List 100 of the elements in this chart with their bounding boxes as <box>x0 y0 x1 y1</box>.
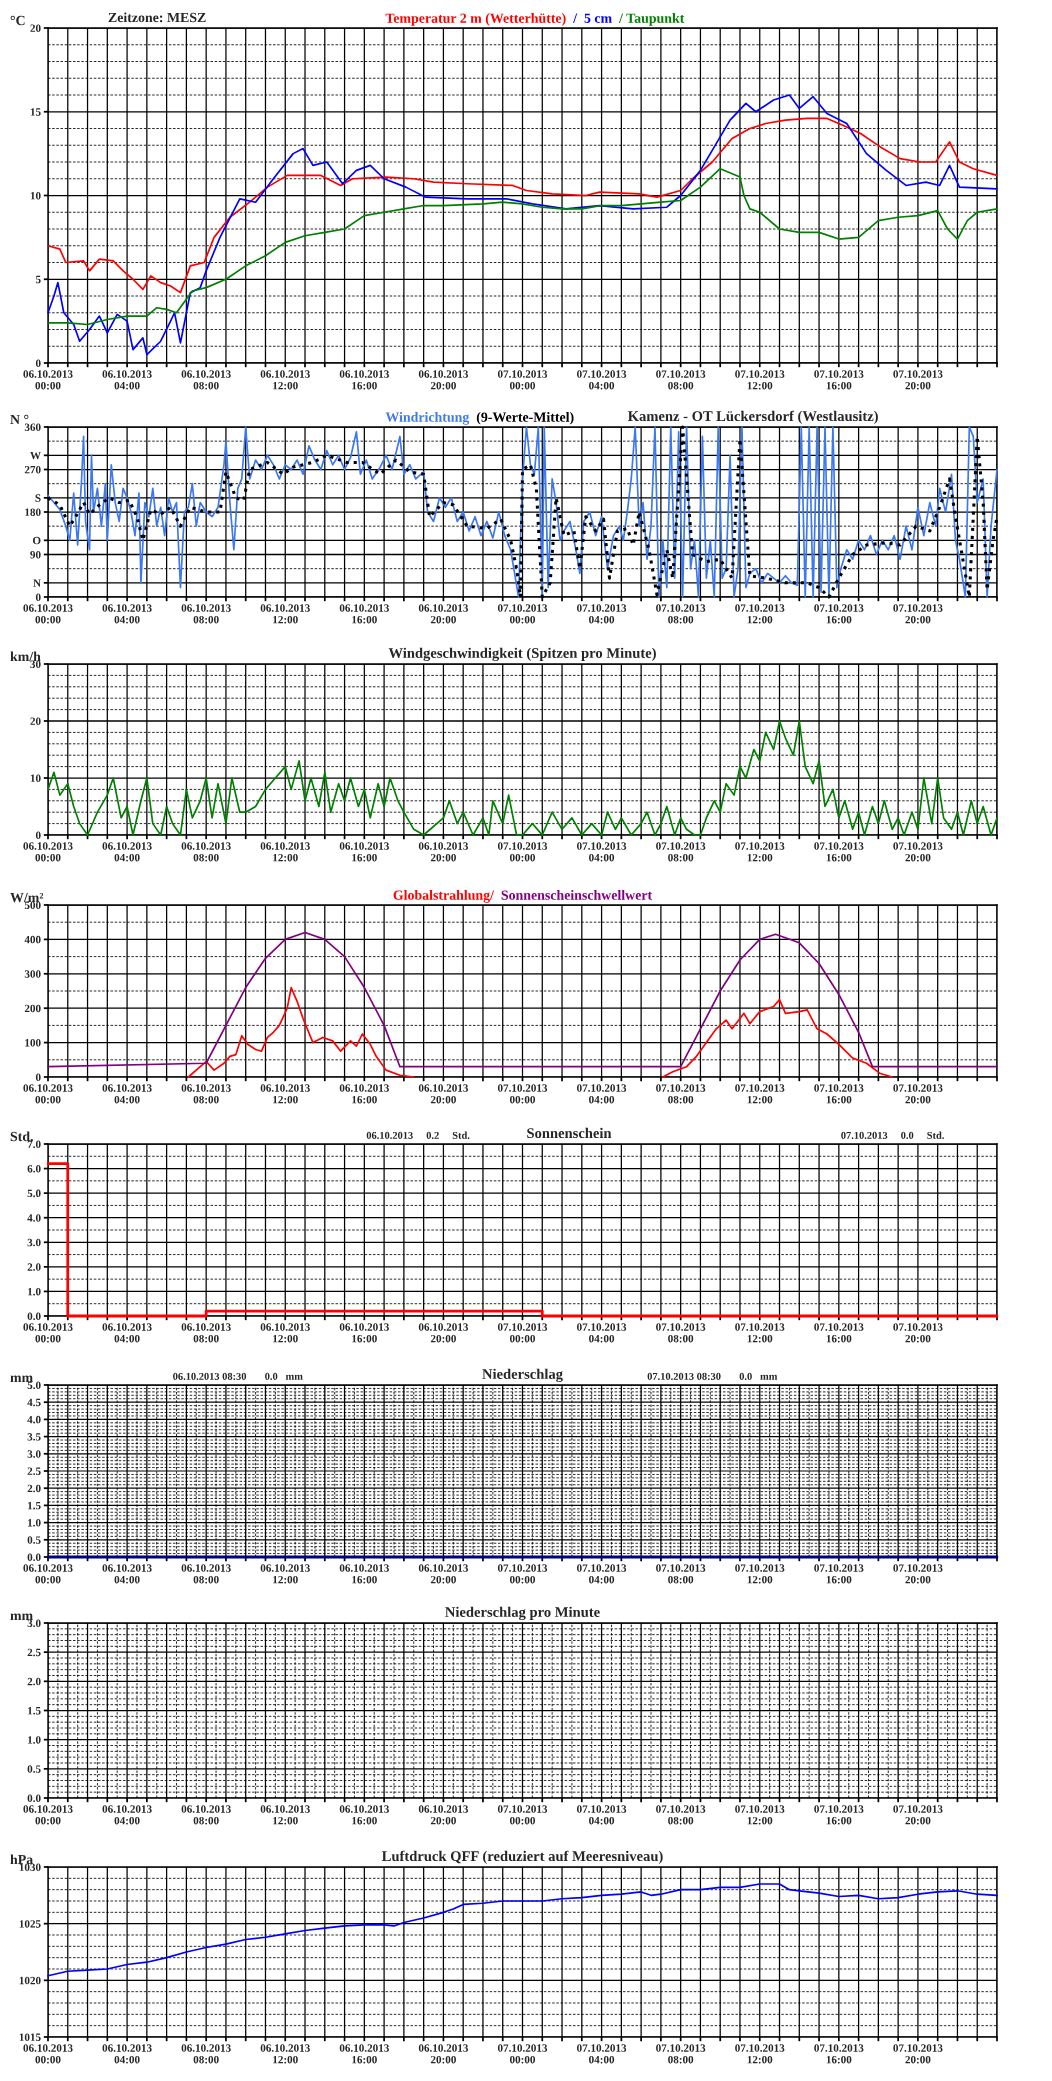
x-tick-label: 07.10.2013 08:00 <box>656 842 706 862</box>
x-tick-label: 07.10.2013 00:00 <box>497 1564 548 1584</box>
y-tick-label: 1030 <box>19 1863 41 1871</box>
x-tick-label: 06.10.2013 04:00 <box>102 1323 152 1343</box>
text: 07.10.2013 08:30 0.0 mm <box>647 1372 778 1380</box>
y-tick-label: 300 <box>24 970 41 978</box>
x-tick-label: 07.10.2013 20:00 <box>893 1564 943 1584</box>
x-tick-label: 06.10.2013 04:00 <box>102 370 152 390</box>
x-tick-label: 07.10.2013 12:00 <box>735 842 785 862</box>
y-axis-title: W/m² <box>10 892 44 903</box>
x-tick-label: 06.10.2013 16:00 <box>339 1805 389 1825</box>
x-tick-label: 07.10.2013 20:00 <box>893 604 943 624</box>
y-tick-label: 1025 <box>19 1920 41 1928</box>
x-tick-label: 06.10.2013 12:00 <box>260 842 310 862</box>
x-tick-label: 07.10.2013 16:00 <box>814 842 864 862</box>
y-tick-label: 3.5 <box>27 1433 41 1441</box>
x-tick-label: 06.10.2013 08:00 <box>181 1084 231 1104</box>
x-tick-label: 06.10.2013 00:00 <box>23 1084 73 1104</box>
x-tick-label: 07.10.2013 08:00 <box>656 370 706 390</box>
y-tick-label: 1015 <box>19 2033 41 2041</box>
text: / Taupunkt <box>618 13 685 26</box>
x-tick-label: 07.10.2013 12:00 <box>735 604 785 624</box>
x-tick-label: 06.10.2013 12:00 <box>260 1564 310 1584</box>
y-tick-label: 15 <box>30 108 41 116</box>
chart-title: Niederschlag pro Minute <box>445 1606 600 1620</box>
text: 06.10.2013 08:30 0.0 mm <box>173 1372 303 1380</box>
y-tick-label: 20 <box>30 24 41 32</box>
x-tick-label: 06.10.2013 00:00 <box>23 2044 73 2064</box>
x-tick-label: 06.10.2013 20:00 <box>418 2044 469 2064</box>
y-tick-label: 1020 <box>19 1976 41 1985</box>
chart-title: Windgeschwindigkeit (Spitzen pro Minute) <box>388 647 656 661</box>
y-tick-label: 270 <box>24 465 41 474</box>
x-tick-label: 07.10.2013 00:00 <box>497 842 548 862</box>
x-tick-label: 06.10.2013 00:00 <box>23 1805 73 1825</box>
y-tick-label: 2.5 <box>27 1467 41 1476</box>
y-tick-label: 10 <box>30 191 41 200</box>
x-tick-label: 07.10.2013 20:00 <box>893 370 943 390</box>
y-tick-label: 5.0 <box>27 1381 41 1390</box>
y-tick-label: W <box>30 451 41 460</box>
x-tick-label: 07.10.2013 16:00 <box>814 1564 864 1584</box>
y-tick-label: 4.0 <box>27 1214 41 1222</box>
text: 06.10.2013 0.2 Std. <box>366 1131 470 1139</box>
y-tick-label: 0.0 <box>27 1794 41 1803</box>
x-tick-label: 06.10.2013 20:00 <box>418 1564 469 1584</box>
x-tick-label: 06.10.2013 16:00 <box>339 2044 389 2064</box>
x-tick-label: 07.10.2013 20:00 <box>893 1323 943 1343</box>
x-tick-label: 06.10.2013 04:00 <box>102 1564 152 1584</box>
y-axis-title: °C <box>10 15 25 26</box>
y-tick-label: 0.0 <box>27 1553 41 1562</box>
x-tick-label: 06.10.2013 12:00 <box>260 604 310 624</box>
text: Zeitzone: MESZ <box>108 12 206 23</box>
y-tick-label: 2.0 <box>27 1484 41 1493</box>
x-tick-label: 07.10.2013 08:00 <box>656 604 706 624</box>
y-tick-label: 0.5 <box>27 1536 41 1544</box>
x-tick-label: 07.10.2013 00:00 <box>497 2044 548 2064</box>
y-tick-label: 1.0 <box>28 1736 41 1744</box>
x-tick-label: 06.10.2013 20:00 <box>418 370 469 390</box>
x-tick-label: 07.10.2013 16:00 <box>814 1805 864 1825</box>
y-tick-label: 400 <box>24 935 41 944</box>
x-tick-label: 06.10.2013 00:00 <box>23 1323 73 1343</box>
series-label: Windrichtung <box>385 412 470 425</box>
y-tick-label: 4.0 <box>27 1415 41 1424</box>
x-tick-label: 07.10.2013 08:00 <box>656 1323 706 1343</box>
x-tick-label: 07.10.2013 04:00 <box>577 1805 627 1825</box>
x-tick-label: 06.10.2013 08:00 <box>181 604 231 624</box>
x-tick-label: 06.10.2013 16:00 <box>339 604 389 624</box>
y-tick-label: 100 <box>25 1039 41 1047</box>
x-tick-label: 07.10.2013 12:00 <box>735 1323 785 1343</box>
x-tick-label: 06.10.2013 16:00 <box>339 370 389 390</box>
x-tick-label: 06.10.2013 12:00 <box>260 1323 310 1343</box>
y-tick-label: 1.0 <box>28 1287 41 1296</box>
y-tick-label: 200 <box>24 1004 41 1013</box>
x-tick-label: 06.10.2013 20:00 <box>418 1805 469 1825</box>
x-tick-label: 06.10.2013 08:00 <box>181 842 231 862</box>
y-tick-label: 7.0 <box>27 1140 41 1149</box>
x-tick-label: 07.10.2013 08:00 <box>656 1084 706 1104</box>
x-tick-label: 07.10.2013 12:00 <box>735 370 785 390</box>
chart-title: Sonnenschein <box>527 1127 612 1139</box>
y-tick-label: 6.0 <box>27 1165 41 1173</box>
x-tick-label: 07.10.2013 04:00 <box>577 370 627 390</box>
y-tick-label: 3.0 <box>27 1450 41 1458</box>
x-tick-label: 07.10.2013 00:00 <box>497 1323 548 1343</box>
x-tick-label: 07.10.2013 16:00 <box>814 2044 864 2064</box>
x-tick-label: 07.10.2013 12:00 <box>735 1564 785 1584</box>
chart-title: Luftdruck QFF (reduziert auf Meeresniveau) <box>381 1850 663 1864</box>
y-tick-label: 5.0 <box>27 1189 41 1198</box>
y-tick-label: 1.5 <box>28 1501 41 1510</box>
x-tick-label: 06.10.2013 16:00 <box>339 1084 389 1104</box>
x-tick-label: 07.10.2013 16:00 <box>814 1323 864 1343</box>
text: / 5 cm <box>573 13 612 23</box>
x-tick-label: 07.10.2013 12:00 <box>735 1084 785 1104</box>
x-tick-label: 06.10.2013 12:00 <box>260 370 310 390</box>
x-tick-label: 06.10.2013 12:00 <box>260 1084 310 1104</box>
x-tick-label: 07.10.2013 04:00 <box>577 604 627 624</box>
x-tick-label: 06.10.2013 20:00 <box>418 604 469 624</box>
x-tick-label: 06.10.2013 08:00 <box>181 1564 231 1584</box>
text: (9-Werte-Mittel) <box>476 412 574 425</box>
y-tick-label: 20 <box>30 717 41 725</box>
chart-title: Kamenz - OT Lückersdorf (Westlausitz) <box>627 410 878 424</box>
x-tick-label: 06.10.2013 16:00 <box>339 1323 389 1343</box>
